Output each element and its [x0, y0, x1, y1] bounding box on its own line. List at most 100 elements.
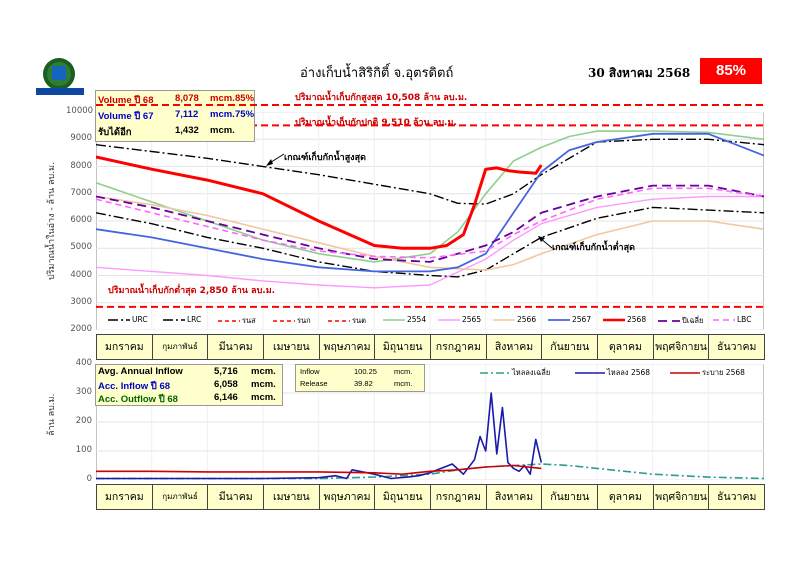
legend-label: 2568	[627, 315, 647, 324]
lrc-arrow-icon	[538, 236, 553, 249]
month-label: สิงหาคม	[485, 334, 543, 360]
y-tick-label: 7000	[70, 187, 92, 198]
acc-inflow-label: Acc. Inflow ปี 68	[98, 381, 171, 392]
normal-storage-note: ปริมาณน้ำเก็บกักปกติ 9,510 ล้าน ลบ.ม.	[295, 118, 457, 128]
legend-swatch	[548, 318, 570, 321]
legend-swatch	[383, 318, 405, 321]
volume-info-box: Volume ปี 68 8,078 mcm. 85% Volume ปี 67…	[95, 90, 255, 142]
y-tick-label: 9000	[70, 133, 92, 144]
month-label: มิถุนายน	[374, 334, 432, 360]
inflow-value: 100.25	[354, 367, 377, 376]
volume-68-pct: 85%	[235, 93, 255, 104]
legend-item: ไหลลง 2568	[575, 367, 650, 379]
month-axis-storage: มกราคม กุมภาพันธ์ มีนาคม เมษายน พฤษภาคม มิถุน…	[96, 334, 766, 360]
legend-label: รนส	[242, 316, 256, 325]
y-tick-label: 300	[75, 387, 92, 397]
legend-label: ไหลลงเฉลี่ย	[512, 368, 551, 377]
release-label: Release	[300, 379, 328, 388]
legend-swatch	[575, 372, 605, 374]
inflow-unit: mcm.	[394, 367, 413, 376]
legend-label: 2565	[462, 315, 482, 324]
release-unit: mcm.	[394, 379, 413, 388]
report-date: 30 สิงหาคม 2568	[588, 66, 691, 80]
y-tick-label: 400	[75, 358, 92, 368]
inflow-info-box: Avg. Annual Inflow 5,716 mcm. Acc. Inflo…	[95, 364, 283, 406]
volume-68-value: 8,078	[175, 93, 199, 104]
month-label: พฤษภาคม	[318, 334, 376, 360]
y-tick-label: 10000	[66, 106, 94, 116]
y-tick-label: 8000	[70, 160, 92, 171]
legend-item: 2566	[493, 315, 536, 324]
legend-item: LBC	[713, 315, 751, 324]
legend-item: รนส	[218, 315, 256, 327]
month-label: กันยายน	[541, 334, 599, 360]
month-label: ธันวาคม	[708, 334, 766, 360]
month-label: พฤศจิกายน	[652, 484, 710, 510]
legend-item: 2554	[383, 315, 426, 324]
legend-swatch	[658, 320, 680, 322]
inflow-label: Inflow	[300, 367, 320, 376]
month-label: กรกฎาคม	[430, 484, 487, 510]
series-line-LBC	[96, 187, 764, 259]
max-storage-line	[96, 104, 764, 106]
legend-item: รนต	[328, 315, 366, 327]
month-label: สิงหาคม	[485, 484, 543, 510]
legend-swatch	[493, 318, 515, 321]
month-label: ธันวาคม	[708, 484, 766, 510]
month-label: มิถุนายน	[374, 484, 432, 510]
legend-swatch	[603, 318, 625, 321]
volume-67-pct: 75%	[235, 109, 255, 120]
legend-item: 2565	[438, 315, 481, 324]
series-line-2567	[96, 132, 764, 273]
y-tick-label: 3000	[70, 296, 92, 307]
legend-swatch	[438, 318, 460, 321]
storage-y-label: ปริมาณน้ำในอ่าง - ล้าน ลบ.ม.	[47, 162, 57, 280]
series-line-2565	[96, 195, 764, 289]
remaining-label: รับได้อีก	[98, 127, 132, 138]
legend-label: ระบาย 2568	[702, 368, 745, 377]
series-line-ปีเฉลี่ย	[96, 184, 764, 263]
legend-label: ไหลลง 2568	[607, 368, 651, 377]
y-tick-label: 4000	[70, 269, 92, 280]
flow-legend: ไหลลงเฉลี่ย ไหลลง 2568 ระบาย 2568	[480, 366, 760, 380]
series-line-2568	[96, 155, 543, 250]
urc-note: เกณฑ์เก็บกักน้ำสูงสุด	[284, 153, 366, 163]
month-label: กันยายน	[541, 484, 599, 510]
avg-inflow-label: Avg. Annual Inflow	[98, 366, 183, 377]
y-tick-label: 2000	[70, 324, 92, 334]
month-label: พฤศจิกายน	[652, 334, 710, 360]
legend-label: รนต	[352, 316, 367, 325]
y-tick-label: 5000	[70, 242, 92, 253]
volume-68-unit: mcm.	[210, 93, 235, 104]
legend-label: 2567	[572, 315, 592, 324]
y-tick-label: 200	[75, 416, 92, 426]
acc-outflow-unit: mcm.	[251, 392, 276, 403]
remaining-unit: mcm.	[210, 125, 235, 136]
legend-swatch	[108, 318, 130, 321]
acc-outflow-label: Acc. Outflow ปี 68	[98, 394, 178, 405]
avg-inflow-value: 5,716	[214, 366, 238, 377]
series-line-2566	[96, 195, 764, 271]
legend-item: 2568	[603, 315, 646, 324]
acc-inflow-value: 6,058	[214, 379, 238, 390]
legend-label: 2554	[407, 315, 427, 324]
legend-label: รนก	[297, 316, 311, 325]
legend-swatch	[328, 320, 350, 322]
avg-inflow-unit: mcm.	[251, 366, 276, 377]
month-label: มกราคม	[96, 484, 153, 510]
legend-item: LRC	[163, 315, 201, 324]
storage-legend: URC LRC รนส รนก รนต 2554 2565 2566 2567 2568 ปีเฉล…	[96, 314, 764, 328]
legend-label: 2566	[517, 315, 537, 324]
month-axis-flow: มกราคม กุมภาพันธ์ มีนาคม เมษายน พฤษภาคม มิถุน…	[96, 484, 766, 510]
max-storage-note: ปริมาณน้ำเก็บกักสูงสุด 10,508 ล้าน ลบ.ม.	[295, 93, 468, 103]
storage-chart	[96, 112, 764, 330]
legend-swatch	[273, 320, 295, 322]
legend-swatch	[480, 372, 510, 374]
flow-chart-series	[96, 392, 764, 480]
flow-info-box: Inflow 100.25 mcm. Release 39.82 mcm.	[295, 364, 425, 392]
volume-67-unit: mcm.	[210, 109, 235, 120]
legend-item: รนก	[273, 315, 311, 327]
legend-swatch	[713, 318, 735, 321]
chart-title: อ่างเก็บน้ำสิริกิติ์ จ.อุตรดิตถ์	[300, 66, 454, 81]
month-label: เมษายน	[263, 484, 320, 510]
